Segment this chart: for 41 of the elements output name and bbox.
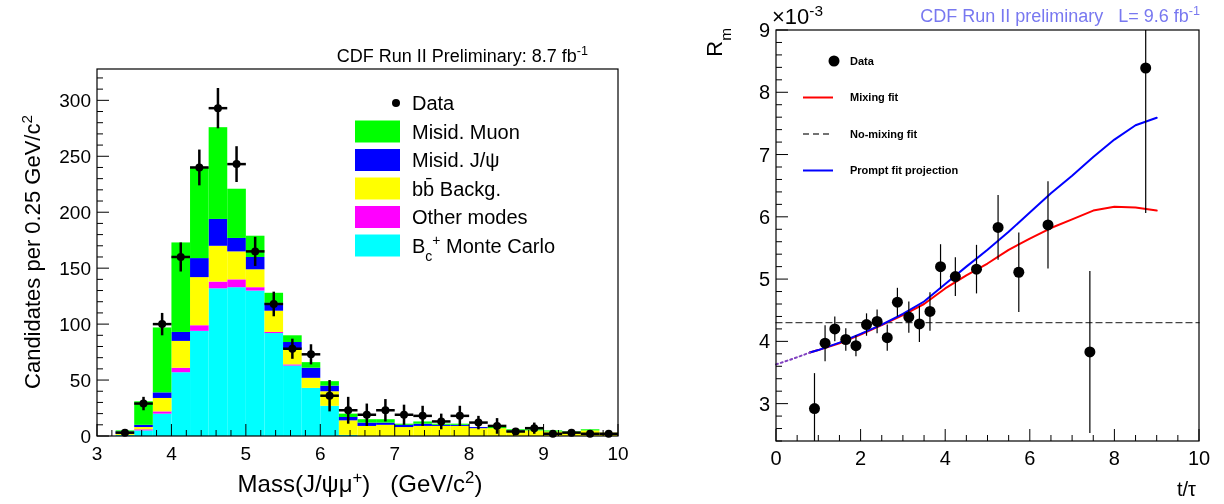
legend-label: B$_{c}$$^{+}$ Monte Carlo — [412, 231, 556, 264]
legend-label: No-mixing fit — [850, 127, 918, 140]
y-tick-label: 7 — [758, 143, 770, 166]
y-tick-label: 50 — [69, 369, 91, 391]
x-tick-label: 10 — [1187, 447, 1211, 469]
y-tick-label: 0 — [80, 425, 91, 447]
y-tick-label: 200 — [59, 201, 91, 223]
y-tick-label: 8 — [758, 81, 770, 104]
x-tick-label: 9 — [538, 443, 549, 464]
y-tick-label: 6 — [758, 205, 770, 228]
legend-label: Prompt fit projection — [850, 164, 959, 177]
legend-label: Mixing fit — [850, 91, 899, 104]
y-tick-label: 3 — [758, 392, 770, 415]
legend-label: Data — [412, 92, 456, 114]
y-tick-label: 150 — [59, 257, 91, 279]
x-tick-label: 8 — [463, 443, 475, 464]
x-tick-label: 4 — [939, 447, 951, 469]
y-tick-label: 4 — [758, 330, 770, 353]
legend-label: bb̄ Backg. — [412, 177, 501, 200]
y-tick-label: 250 — [59, 145, 91, 167]
legend-label: Misid. J/ψ — [412, 149, 500, 171]
y-tick-label: 9 — [758, 19, 770, 41]
x-tick-label: 4 — [166, 443, 178, 464]
y-tick-label: 5 — [758, 268, 770, 291]
x-tick-label: 6 — [1024, 447, 1036, 469]
legend-label: Other modes — [412, 206, 528, 228]
legend-label: Data — [850, 54, 875, 67]
y-tick-label: 100 — [59, 313, 91, 335]
text: ×10$^{-3}$ — [772, 1, 824, 29]
x-tick-label: 5 — [240, 443, 252, 464]
legend-label: Misid. Muon — [412, 120, 520, 143]
chart-title: CDF Run II Preliminary: 8.7 fb$^{-1}$ — [336, 44, 588, 66]
chart-title: CDF Run II preliminary L= 9.6 fb$^{-1}$ — [920, 4, 1200, 26]
x-axis-title: t/τ — [1176, 478, 1197, 500]
x-tick-label: 6 — [315, 443, 326, 464]
y-tick-label: 300 — [59, 89, 91, 111]
x-tick-label: 8 — [1108, 447, 1120, 469]
x-axis-title: Mass(J/ψμ$^{+}$) (GeV/c$^{2}$) — [237, 467, 483, 497]
x-tick-label: 7 — [389, 443, 400, 464]
x-tick-label: 10 — [607, 443, 629, 464]
x-tick-label: 2 — [855, 447, 867, 469]
